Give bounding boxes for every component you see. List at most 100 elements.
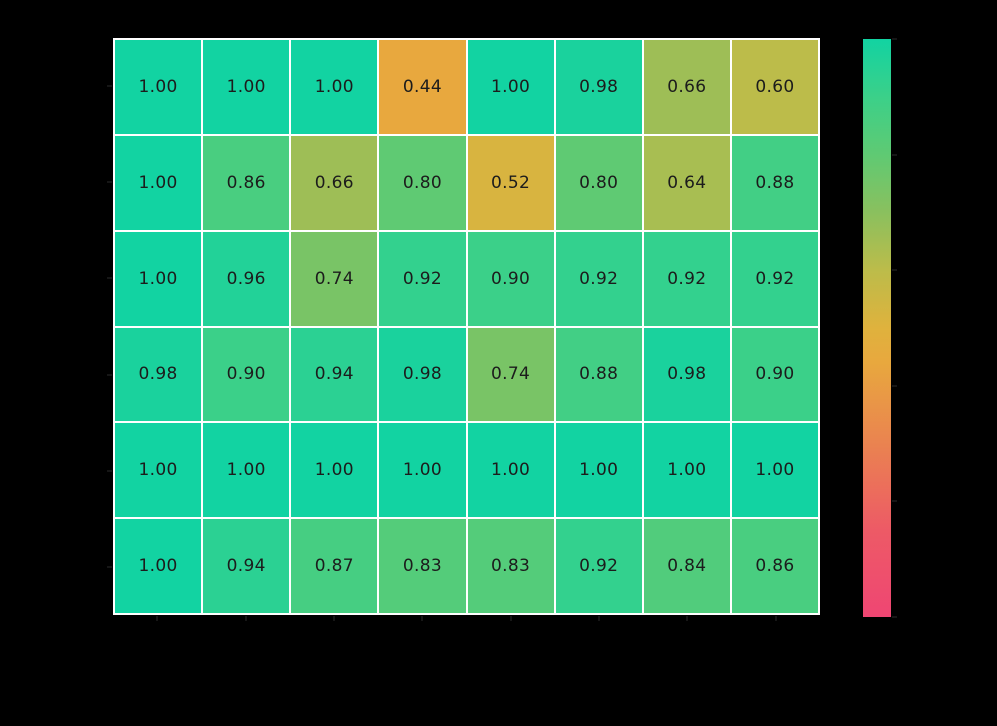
cell-value-label: 0.90 <box>755 364 795 385</box>
heatmap-cell: 0.66 <box>291 135 378 230</box>
cell-value-label: 1.00 <box>491 76 531 97</box>
heatmap-cell: 1.00 <box>115 423 202 518</box>
axis-tick <box>156 616 159 621</box>
cell-value-label: 1.00 <box>226 460 266 481</box>
cell-value-label: 1.00 <box>138 556 178 577</box>
cell-value-label: 1.00 <box>138 76 178 97</box>
axis-tick <box>421 616 424 621</box>
cell-value-label: 0.74 <box>314 268 354 289</box>
heatmap-cell: 1.00 <box>115 40 202 134</box>
heatmap-cell: 1.00 <box>467 40 554 134</box>
cell-value-label: 1.00 <box>226 76 266 97</box>
cell-value-label: 0.98 <box>138 364 178 385</box>
cell-value-label: 1.00 <box>755 460 795 481</box>
heatmap-cell: 0.98 <box>379 327 466 422</box>
axis-tick <box>107 85 112 88</box>
cell-value-label: 1.00 <box>314 460 354 481</box>
heatmap-cell: 0.90 <box>467 231 554 326</box>
heatmap-cell: 0.96 <box>203 231 290 326</box>
cell-value-label: 0.74 <box>491 364 531 385</box>
axis-tick <box>244 616 247 621</box>
heatmap-cell: 0.74 <box>467 327 554 422</box>
cell-value-label: 0.66 <box>314 172 354 193</box>
cell-value-label: 0.83 <box>402 556 442 577</box>
axis-tick <box>892 153 897 156</box>
cell-value-label: 0.96 <box>226 268 266 289</box>
heatmap-cell: 1.00 <box>115 519 202 613</box>
heatmap-cell: 0.44 <box>379 40 466 134</box>
cell-value-label: 0.60 <box>755 76 795 97</box>
axis-tick <box>332 616 335 621</box>
axis-tick <box>892 384 897 387</box>
heatmap-cell: 1.00 <box>203 40 290 134</box>
heatmap-cell: 0.94 <box>203 519 290 613</box>
cell-value-label: 0.92 <box>667 268 707 289</box>
cell-value-label: 1.00 <box>491 460 531 481</box>
heatmap-cell: 0.92 <box>379 231 466 326</box>
heatmap-cell: 1.00 <box>115 135 202 230</box>
heatmap-cell: 0.92 <box>555 231 642 326</box>
heatmap-cell: 0.74 <box>291 231 378 326</box>
axis-tick <box>107 469 112 472</box>
heatmap-cell: 0.90 <box>731 327 818 422</box>
cell-value-label: 0.80 <box>579 172 619 193</box>
heatmap-cell: 0.92 <box>555 519 642 613</box>
cell-value-label: 1.00 <box>314 76 354 97</box>
cell-value-label: 0.92 <box>579 556 619 577</box>
axis-tick <box>509 616 512 621</box>
heatmap-cell: 1.00 <box>467 423 554 518</box>
heatmap-cell: 1.00 <box>379 423 466 518</box>
cell-value-label: 0.98 <box>402 364 442 385</box>
heatmap-cell: 0.60 <box>731 40 818 134</box>
cell-value-label: 0.52 <box>491 172 531 193</box>
cell-value-label: 0.84 <box>667 556 707 577</box>
axis-tick <box>892 616 897 618</box>
cell-value-label: 0.86 <box>755 556 795 577</box>
heatmap-cell: 0.83 <box>379 519 466 613</box>
heatmap-cell: 0.88 <box>731 135 818 230</box>
cell-value-label: 0.98 <box>667 364 707 385</box>
heatmap-cell: 0.86 <box>731 519 818 613</box>
axis-tick <box>774 616 777 621</box>
heatmap-cell: 0.64 <box>643 135 730 230</box>
heatmap-cell: 0.86 <box>203 135 290 230</box>
heatmap-cell: 1.00 <box>291 423 378 518</box>
heatmap-cell: 0.98 <box>115 327 202 422</box>
heatmap-cell: 0.83 <box>467 519 554 613</box>
cell-value-label: 0.44 <box>402 76 442 97</box>
cell-value-label: 0.80 <box>402 172 442 193</box>
cell-value-label: 0.83 <box>491 556 531 577</box>
heatmap-cell: 1.00 <box>643 423 730 518</box>
cell-value-label: 0.98 <box>579 76 619 97</box>
cell-value-label: 1.00 <box>138 172 178 193</box>
axis-tick <box>892 500 897 503</box>
heatmap-cell: 0.92 <box>643 231 730 326</box>
cell-value-label: 1.00 <box>667 460 707 481</box>
cell-value-label: 0.90 <box>491 268 531 289</box>
axis-tick <box>107 277 112 280</box>
heatmap-cell: 1.00 <box>731 423 818 518</box>
cell-value-label: 0.86 <box>226 172 266 193</box>
axis-tick <box>107 373 112 376</box>
cell-value-label: 1.00 <box>138 268 178 289</box>
cell-value-label: 0.88 <box>579 364 619 385</box>
heatmap-grid: 1.00 1.00 1.00 0.44 1.00 0.98 0.66 0.60 1.00 0.86… <box>113 38 820 615</box>
cell-value-label: 0.88 <box>755 172 795 193</box>
heatmap-cell: 0.66 <box>643 40 730 134</box>
cell-value-label: 0.64 <box>667 172 707 193</box>
heatmap-cell: 1.00 <box>115 231 202 326</box>
cell-value-label: 0.92 <box>402 268 442 289</box>
axis-tick <box>107 181 112 184</box>
cell-value-label: 1.00 <box>579 460 619 481</box>
heatmap-cell: 0.98 <box>643 327 730 422</box>
cell-value-label: 0.94 <box>314 364 354 385</box>
heatmap-cell: 0.84 <box>643 519 730 613</box>
heatmap-cell: 0.92 <box>731 231 818 326</box>
heatmap-cell: 0.52 <box>467 135 554 230</box>
colorbar <box>863 39 891 617</box>
axis-tick <box>686 616 689 621</box>
cell-value-label: 1.00 <box>402 460 442 481</box>
axis-tick <box>107 565 112 568</box>
heatmap-cell: 0.98 <box>555 40 642 134</box>
